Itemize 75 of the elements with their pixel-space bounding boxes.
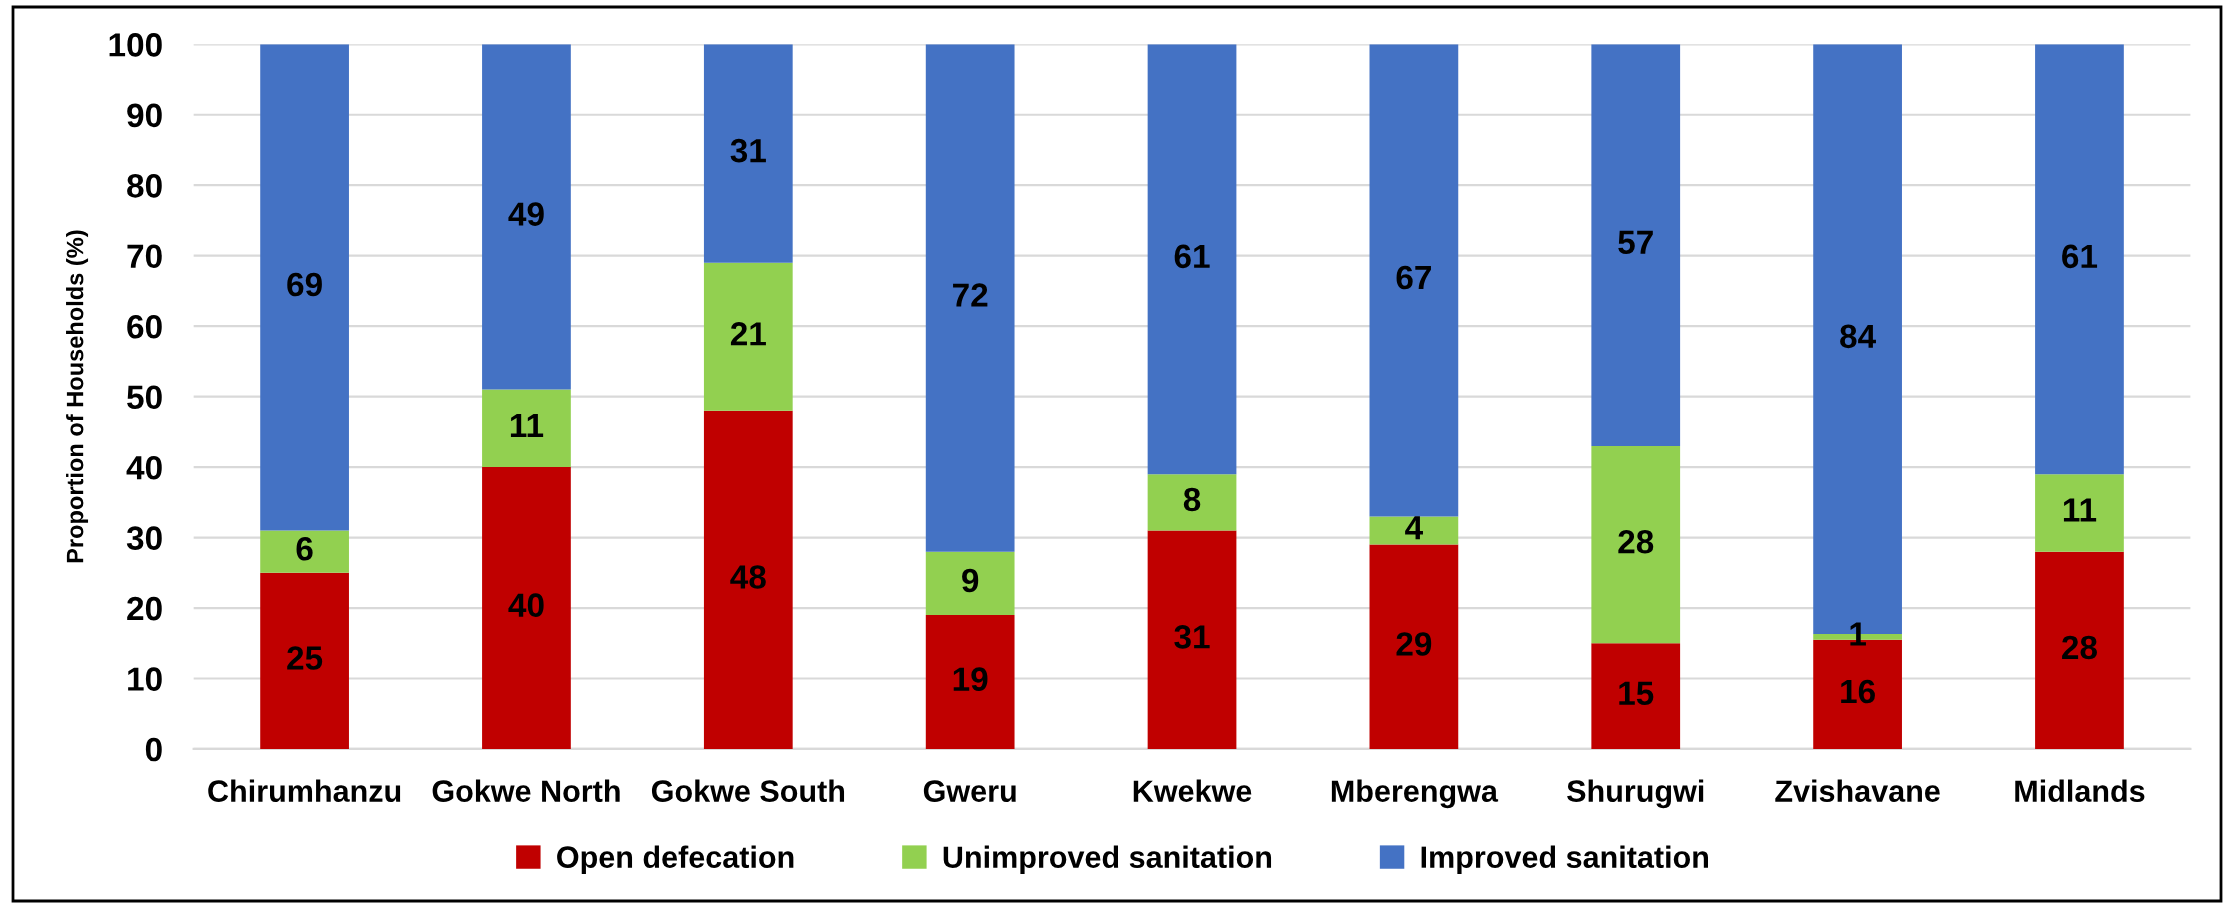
data-label: 67 <box>1396 265 1431 290</box>
bar <box>1591 44 1681 446</box>
data-label: 61 <box>2062 244 2098 269</box>
data-label: 16 <box>1841 679 1875 704</box>
data-label: 11 <box>510 414 544 437</box>
data-label: 31 <box>730 138 766 163</box>
y-tick-label: 50 <box>127 385 162 410</box>
bar <box>1147 530 1237 749</box>
bar <box>1591 445 1681 644</box>
bar <box>1147 44 1237 475</box>
y-axis-title: Proportion of Households (%) <box>66 230 89 563</box>
y-tick-label: 20 <box>127 596 162 621</box>
bar <box>703 262 793 411</box>
data-label: 40 <box>508 593 544 617</box>
bar <box>925 615 1015 749</box>
bar <box>1591 643 1681 749</box>
bar <box>925 44 1015 552</box>
bar <box>260 572 349 749</box>
bar <box>2035 551 2124 749</box>
bar <box>703 410 793 749</box>
y-tick-label: 100 <box>109 33 162 57</box>
x-tick-label: Mberengwa <box>1331 779 1499 809</box>
data-label: 1 <box>1850 622 1866 646</box>
data-label: 21 <box>730 322 766 346</box>
data-label: 25 <box>287 646 323 670</box>
data-label: 28 <box>2062 635 2097 660</box>
legend-label: Improved sanitation <box>1421 845 1709 875</box>
y-tick-label: 90 <box>127 103 162 128</box>
bar <box>482 467 571 749</box>
x-tick-label: Kwekwe <box>1133 779 1252 802</box>
data-label: 19 <box>953 667 988 691</box>
x-tick-label: Gokwe North <box>432 779 620 802</box>
bar <box>1369 516 1459 545</box>
data-label: 15 <box>1619 681 1654 706</box>
y-tick-label: 0 <box>145 737 162 762</box>
data-label: 31 <box>1174 625 1210 649</box>
bar <box>2035 44 2124 475</box>
data-label: 28 <box>1618 529 1654 554</box>
y-tick-label: 70 <box>127 244 162 269</box>
bar <box>1369 44 1459 517</box>
x-tick-label: Shurugwi <box>1567 779 1704 809</box>
x-tick-label: Zvishavane <box>1775 779 1940 802</box>
bar <box>482 389 571 468</box>
legend-label: Unimproved sanitation <box>943 845 1272 875</box>
x-tick-label: Midlands <box>2015 779 2145 802</box>
data-label: 11 <box>2063 498 2097 522</box>
data-label: 4 <box>1405 516 1423 540</box>
data-label: 6 <box>296 537 313 561</box>
data-label: 72 <box>953 283 988 307</box>
bar <box>1147 474 1237 531</box>
data-label: 69 <box>287 272 322 297</box>
data-label: 48 <box>730 565 766 589</box>
data-label: 29 <box>1396 632 1432 656</box>
x-tick-label: Gokwe South <box>651 779 845 802</box>
bar <box>703 44 793 263</box>
data-label: 57 <box>1618 230 1653 255</box>
legend-label: Open defecation <box>557 845 794 875</box>
data-label: 8 <box>1183 487 1201 512</box>
bar <box>925 551 1015 616</box>
y-tick-label: 80 <box>127 174 162 198</box>
x-tick-label: Gweru <box>923 780 1016 802</box>
bar <box>2035 474 2124 552</box>
y-tick-label: 10 <box>128 667 162 691</box>
bar <box>1369 544 1459 749</box>
data-label: 49 <box>508 202 544 226</box>
bar <box>482 44 571 390</box>
bar <box>260 530 349 573</box>
bar <box>260 44 349 531</box>
y-tick-label: 60 <box>127 314 162 339</box>
x-tick-label: Chirumhanzu <box>208 779 401 802</box>
data-label: 9 <box>962 568 979 593</box>
data-label: 61 <box>1174 244 1210 269</box>
y-tick-label: 40 <box>126 455 162 480</box>
data-label: 84 <box>1840 324 1876 349</box>
y-tick-label: 30 <box>126 526 162 551</box>
